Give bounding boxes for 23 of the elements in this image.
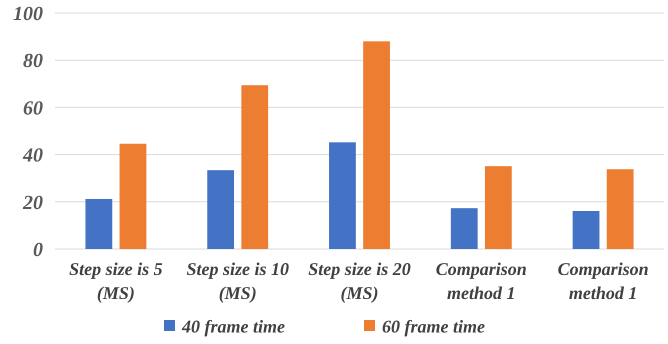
y-tick-label: 20 <box>22 192 43 214</box>
y-tick-label: 0 <box>33 239 43 261</box>
bar <box>241 85 268 249</box>
bar <box>450 208 478 249</box>
x-tick-label: Comparison method 1 <box>558 259 649 303</box>
y-tick-label: 60 <box>23 97 43 120</box>
x-tick-label: Step size is 20 (MS) <box>308 259 411 303</box>
bar <box>363 41 390 249</box>
x-tick-label: Comparison method 1 <box>436 259 527 303</box>
legend-label: 60 frame time <box>382 316 485 336</box>
y-tick-label: 100 <box>13 3 43 25</box>
y-tick-label: 40 <box>22 144 43 167</box>
bar <box>606 169 634 249</box>
bar <box>329 142 356 249</box>
bar <box>572 211 600 249</box>
bar <box>85 198 112 249</box>
x-tick-label: Step size is 5 (MS) <box>69 259 163 303</box>
x-tick-label: Step size is 10 (MS) <box>186 259 289 303</box>
bar <box>207 170 234 249</box>
y-tick-label: 80 <box>23 50 43 72</box>
bar <box>120 144 146 249</box>
bar <box>484 166 512 249</box>
legend-label: 40 frame time <box>181 316 285 336</box>
